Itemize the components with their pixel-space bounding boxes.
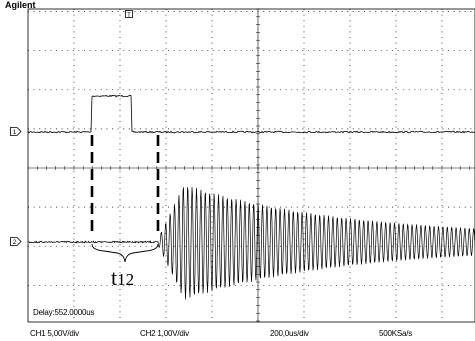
t12-sub: 12 [117,270,135,289]
t12-annotation-label: t12 [111,267,134,291]
t12-brace [91,243,159,263]
ch1-marker-label: 1 [13,129,17,136]
timebase-readout: 200,0us/div [270,329,309,338]
ch1-trace-line [27,94,475,134]
timing-annotation [90,135,160,263]
ch2-scale-readout: CH2 1,00V/div [140,329,189,338]
ch2-waveform [27,187,475,300]
ch2-marker-label: 2 [13,239,17,246]
ch1-ground-marker-icon: 1 [10,127,22,136]
graticule [27,8,475,323]
sample-rate-readout: 500KSa/s [379,329,413,338]
grid-frame [27,8,475,323]
ch2-trace-line [27,187,475,300]
t12-main: t [111,265,118,290]
brand-logo: Agilent [5,0,36,10]
ch1-waveform [27,94,475,134]
ch2-ground-marker-icon: 2 [10,237,22,246]
trigger-marker-icon: T [125,10,135,19]
trigger-marker-label: T [127,13,131,19]
ch1-scale-readout: CH1 5,00V/div [30,329,79,338]
delay-readout: Delay:552.0000us [33,308,95,317]
